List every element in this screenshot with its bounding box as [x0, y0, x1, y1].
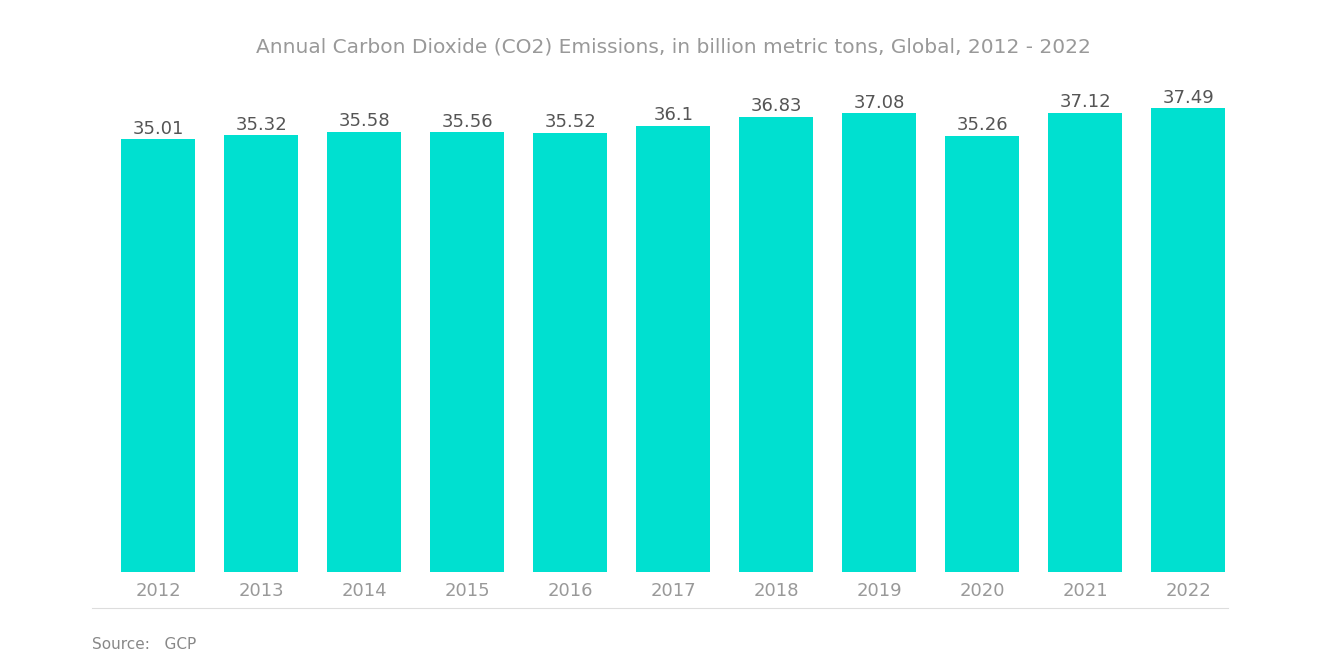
- Bar: [224, 135, 298, 572]
- Text: 37.49: 37.49: [1162, 89, 1214, 107]
- Bar: [636, 126, 710, 572]
- Title: Annual Carbon Dioxide (CO2) Emissions, in billion metric tons, Global, 2012 - 20: Annual Carbon Dioxide (CO2) Emissions, i…: [256, 37, 1090, 56]
- Bar: [1151, 108, 1225, 572]
- Bar: [842, 114, 916, 572]
- Text: 35.26: 35.26: [957, 116, 1008, 134]
- Text: 35.01: 35.01: [132, 120, 183, 138]
- Bar: [945, 136, 1019, 572]
- Bar: [327, 132, 401, 572]
- Text: 36.1: 36.1: [653, 106, 693, 124]
- Bar: [430, 132, 504, 572]
- Bar: [533, 133, 607, 572]
- Text: 35.56: 35.56: [441, 113, 494, 131]
- Text: 37.08: 37.08: [854, 94, 904, 112]
- Text: 35.52: 35.52: [544, 113, 597, 131]
- Bar: [739, 116, 813, 572]
- Text: 37.12: 37.12: [1060, 94, 1111, 112]
- Text: 35.58: 35.58: [338, 112, 389, 130]
- Text: Source:   GCP: Source: GCP: [92, 636, 197, 652]
- Bar: [1048, 113, 1122, 572]
- Text: 35.32: 35.32: [235, 116, 288, 134]
- Text: 36.83: 36.83: [751, 97, 803, 115]
- Bar: [121, 139, 195, 572]
